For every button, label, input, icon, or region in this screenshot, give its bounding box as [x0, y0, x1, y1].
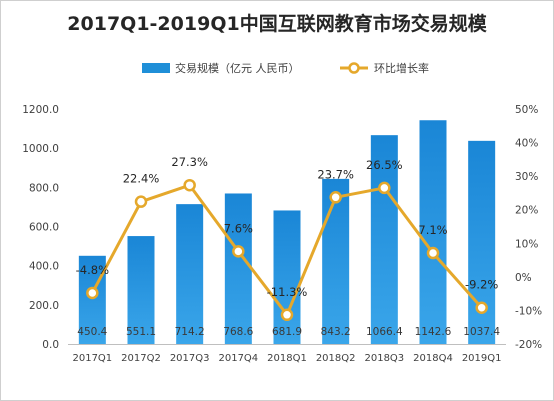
bar [176, 204, 204, 344]
bar-value-label: 714.2 [175, 326, 205, 338]
x-axis: 2017Q1 2017Q2 2017Q3 2017Q4 2018Q1 2018Q2 2018… [68, 344, 506, 364]
x-tick-label: 2017Q4 [218, 353, 258, 364]
legend-line-label: 环比增长率 [374, 61, 429, 75]
legend-line-marker [348, 62, 360, 74]
line-point [475, 301, 488, 314]
x-tick-label: 2017Q1 [72, 353, 112, 364]
x-tick-label: 2017Q3 [170, 353, 210, 364]
right-tick-label: 40% [515, 138, 538, 150]
bar [127, 236, 155, 344]
x-tick-label: 2018Q2 [316, 353, 356, 364]
bar-labels: 450.4 551.1 714.2 768.6 681.9 843.2 1066.4 1142… [77, 326, 500, 338]
left-tick-label: 0.0 [42, 339, 59, 351]
right-tick-label: 10% [515, 238, 538, 250]
x-tick-label: 2019Q1 [462, 353, 502, 364]
bar [273, 210, 301, 344]
left-tick-label: 400.0 [29, 261, 59, 273]
right-tick-label: -20% [515, 339, 542, 351]
left-tick-label: 800.0 [29, 182, 59, 194]
right-axis: -20% -10% 0% 10% 20% 30% 40% 50% [515, 104, 542, 351]
line-point [280, 308, 294, 322]
bar-value-label: 681.9 [272, 326, 302, 338]
left-tick-label: 200.0 [29, 300, 59, 312]
point-value-label: 23.7% [317, 167, 354, 181]
x-tick-label: 2018Q3 [364, 353, 404, 364]
legend: 交易规模（亿元 人民币） 环比增长率 [142, 61, 429, 75]
point-value-label: 7.6% [224, 221, 253, 235]
x-tick-label: 2018Q4 [413, 353, 453, 364]
point-value-label: -9.2% [465, 278, 498, 292]
line-point [329, 191, 342, 204]
point-value-label: -4.8% [76, 263, 109, 277]
right-tick-label: 30% [515, 171, 538, 183]
bar [370, 135, 398, 344]
bar-value-label: 1066.4 [366, 326, 403, 338]
left-axis: 0.0 200.0 400.0 600.0 800.0 1000.0 1200.0 [22, 104, 59, 351]
line-point [86, 286, 99, 300]
point-value-label: 27.3% [171, 155, 208, 169]
point-labels: -4.8% 22.4% 27.3% 7.6% -11.3% 23.7% 26.5% 7.1% -… [76, 155, 499, 299]
bar-value-label: 1037.4 [463, 326, 500, 338]
point-value-label: 26.5% [366, 158, 403, 172]
bar-value-label: 843.2 [321, 326, 351, 338]
left-tick-label: 1200.0 [22, 104, 59, 116]
point-value-label: 7.1% [418, 223, 447, 237]
left-tick-label: 1000.0 [22, 143, 59, 155]
bar-value-label: 450.4 [77, 326, 107, 338]
right-tick-label: 20% [515, 205, 538, 217]
bar-value-label: 1142.6 [415, 326, 452, 338]
line-point [183, 178, 196, 192]
bar-value-label: 551.1 [126, 326, 156, 338]
legend-bar-swatch [142, 63, 170, 73]
legend-bar-label: 交易规模（亿元 人民币） [175, 61, 300, 75]
bar [78, 255, 106, 344]
bar [419, 120, 447, 344]
line-point [378, 181, 391, 195]
left-tick-label: 600.0 [29, 222, 59, 234]
bar-series [78, 120, 496, 344]
right-tick-label: 0% [515, 272, 532, 284]
point-value-label: -11.3% [267, 285, 308, 299]
bar-value-label: 768.6 [223, 326, 253, 338]
bar [224, 193, 252, 344]
right-tick-label: -10% [515, 305, 542, 317]
point-value-label: 22.4% [123, 172, 160, 186]
line-point [134, 195, 148, 208]
line-point [426, 246, 440, 260]
x-tick-label: 2017Q2 [121, 353, 161, 364]
line-series [86, 178, 488, 322]
x-tick-label: 2018Q1 [267, 353, 307, 364]
bar [322, 178, 350, 344]
line-point [232, 245, 245, 258]
right-tick-label: 50% [515, 104, 538, 116]
chart-title: 2017Q1-2019Q1中国互联网教育市场交易规模 [67, 13, 487, 35]
